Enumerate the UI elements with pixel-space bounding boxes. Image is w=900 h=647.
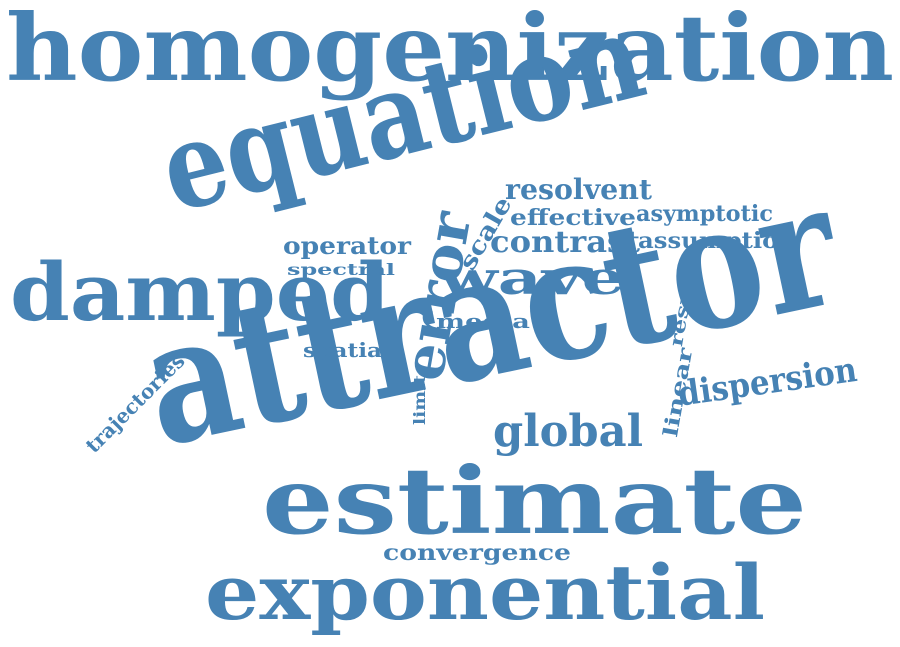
word-operator: operator bbox=[283, 231, 411, 260]
word-asymptotic: asymptotic bbox=[636, 201, 773, 227]
word-assumption: assumption bbox=[638, 228, 796, 254]
word-limit: limit bbox=[410, 375, 429, 425]
word-global: global bbox=[493, 406, 643, 457]
word-resolvent: resolvent bbox=[505, 173, 652, 206]
word-exponential: exponential bbox=[205, 548, 765, 637]
word-effective: effective bbox=[510, 205, 636, 231]
word-convergence: convergence bbox=[383, 540, 571, 566]
word-spatial: spatial bbox=[303, 338, 391, 362]
word-spectral: spectral bbox=[287, 260, 395, 279]
word-media: media bbox=[436, 309, 530, 333]
word-contrast: contrast bbox=[490, 225, 640, 260]
word-wave: wave bbox=[439, 251, 625, 305]
word-homogenization: homogenization bbox=[6, 0, 895, 102]
word-estimate: estimate bbox=[262, 447, 807, 555]
word-damped: damped bbox=[10, 245, 390, 339]
